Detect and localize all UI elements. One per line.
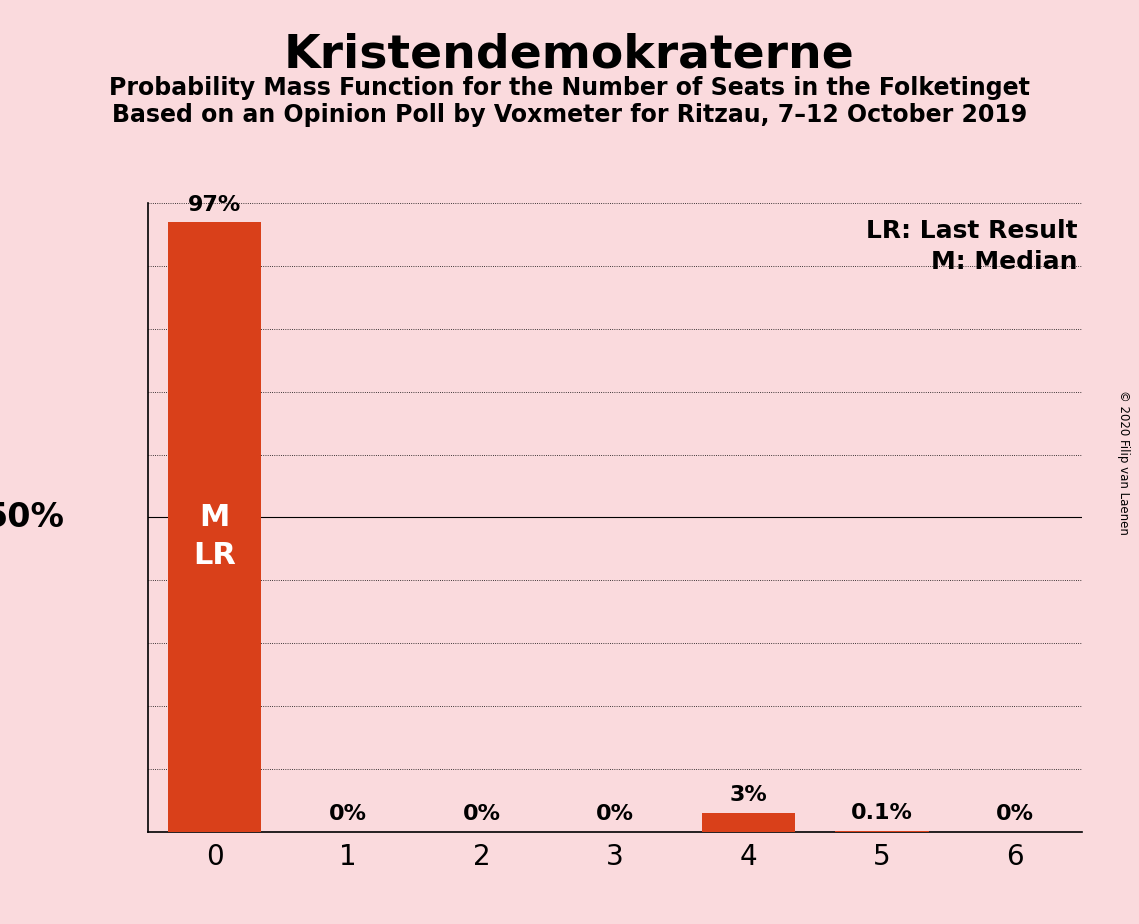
Text: Probability Mass Function for the Number of Seats in the Folketinget: Probability Mass Function for the Number… bbox=[109, 76, 1030, 100]
Text: M
LR: M LR bbox=[194, 503, 236, 570]
Bar bbox=[169, 222, 262, 832]
Text: 0%: 0% bbox=[997, 804, 1034, 824]
Text: M: Median: M: Median bbox=[931, 250, 1077, 274]
Text: 50%: 50% bbox=[0, 501, 64, 534]
Text: 0%: 0% bbox=[462, 804, 501, 824]
Text: 97%: 97% bbox=[188, 195, 241, 214]
Text: 0%: 0% bbox=[596, 804, 634, 824]
Text: 0%: 0% bbox=[329, 804, 367, 824]
Text: Kristendemokraterne: Kristendemokraterne bbox=[284, 32, 855, 78]
Text: © 2020 Filip van Laenen: © 2020 Filip van Laenen bbox=[1117, 390, 1130, 534]
Text: LR: Last Result: LR: Last Result bbox=[866, 219, 1077, 243]
Text: Based on an Opinion Poll by Voxmeter for Ritzau, 7–12 October 2019: Based on an Opinion Poll by Voxmeter for… bbox=[112, 103, 1027, 128]
Text: 3%: 3% bbox=[730, 785, 768, 805]
Text: 0.1%: 0.1% bbox=[851, 804, 912, 823]
Bar bbox=[702, 813, 795, 832]
